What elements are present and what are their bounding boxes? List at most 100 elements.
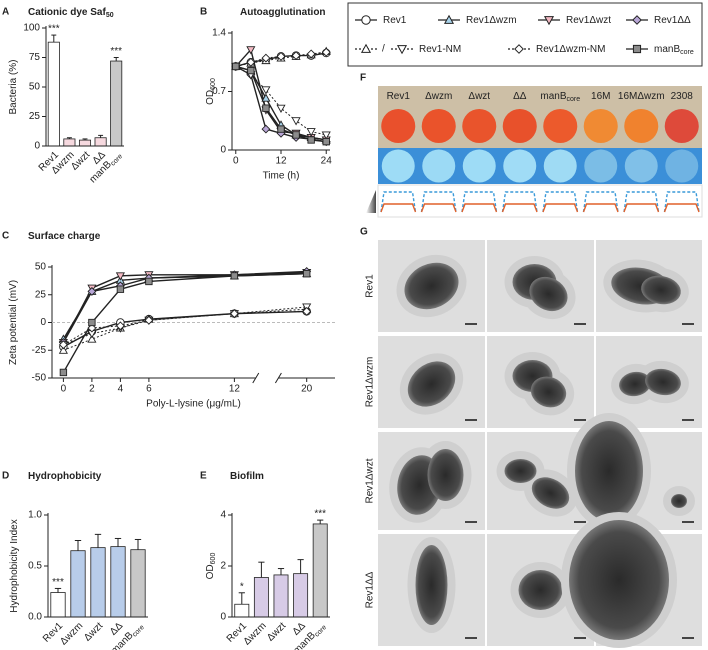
series-line bbox=[63, 310, 307, 348]
x-tick-label: 12 bbox=[229, 384, 241, 395]
legend-marker bbox=[514, 44, 524, 54]
significance: *** bbox=[52, 577, 64, 588]
significance: *** bbox=[314, 509, 326, 520]
legend-marker bbox=[360, 43, 372, 53]
chart-title-main: Biofilm bbox=[230, 471, 264, 482]
y-axis-label-main: Bacteria (%) bbox=[8, 59, 19, 114]
legend-separator: / bbox=[382, 44, 385, 55]
x-tick-label: 4 bbox=[118, 384, 124, 395]
column-label-sub: core bbox=[567, 96, 581, 103]
panel-label: B bbox=[200, 7, 207, 18]
data-point bbox=[232, 62, 240, 71]
column-label-main: 16MΔwzm bbox=[618, 91, 665, 102]
x-axis-label: Poly-L-lysine (μg/mL) bbox=[146, 399, 241, 410]
data-point bbox=[59, 368, 68, 377]
y-tick-label: 0 bbox=[40, 317, 46, 328]
data-point bbox=[306, 128, 316, 137]
cell bbox=[407, 361, 456, 407]
cell bbox=[531, 477, 570, 509]
y-axis-label: OD600 bbox=[205, 553, 217, 580]
data-point bbox=[246, 57, 256, 67]
bar bbox=[312, 523, 328, 618]
column-label: 16MΔwzm bbox=[618, 91, 665, 102]
colony-blue bbox=[584, 149, 618, 183]
legend-marker bbox=[443, 14, 455, 24]
data-point bbox=[88, 318, 96, 327]
colony-red bbox=[543, 109, 578, 143]
chart-title-main: Cationic dye Saf bbox=[28, 7, 106, 18]
y-tick-label: 0.5 bbox=[28, 561, 42, 572]
data-point bbox=[321, 131, 331, 140]
y-tick-label: 4 bbox=[220, 510, 226, 521]
axis-break bbox=[252, 372, 260, 384]
legend-label: Rev1 bbox=[383, 15, 407, 26]
colony-red bbox=[502, 109, 537, 143]
cell bbox=[671, 494, 687, 508]
y-axis-label: OD600 bbox=[205, 78, 217, 105]
bar bbox=[273, 574, 289, 618]
y-tick-label: 50 bbox=[35, 262, 47, 273]
data-point bbox=[115, 272, 125, 281]
column-label-main: 16M bbox=[591, 91, 610, 102]
axis-break bbox=[274, 372, 282, 384]
column-label: ΔΔ bbox=[513, 91, 527, 102]
x-axis-label: Time (h) bbox=[263, 171, 300, 182]
series-line bbox=[63, 308, 307, 351]
cell bbox=[415, 545, 448, 625]
x-tick-label-main: Δwzm bbox=[241, 620, 268, 647]
colony-blue bbox=[665, 149, 699, 183]
colony-red bbox=[421, 109, 456, 143]
profile-orange bbox=[501, 203, 538, 213]
bar bbox=[110, 546, 126, 618]
data-point bbox=[145, 277, 153, 286]
profile-orange bbox=[582, 203, 619, 213]
column-label-main: Rev1 bbox=[387, 91, 411, 102]
cell bbox=[645, 368, 681, 396]
bar bbox=[78, 139, 92, 147]
data-point bbox=[262, 104, 270, 112]
colony-blue bbox=[543, 149, 577, 183]
series-line bbox=[63, 306, 307, 346]
y-axis-label-main: Hydrophobicity Index bbox=[9, 519, 20, 612]
profile-blue bbox=[461, 191, 498, 213]
legend-label: Rev1-NM bbox=[419, 44, 461, 55]
profile-blue bbox=[542, 191, 579, 213]
column-label: 2308 bbox=[671, 91, 694, 102]
panel-label: C bbox=[2, 231, 9, 242]
x-tick-label: Δwzm bbox=[241, 620, 268, 647]
chart-title-main: Autoagglutination bbox=[240, 7, 326, 18]
x-tick-label: Δwzt bbox=[265, 620, 288, 643]
data-point bbox=[291, 51, 301, 61]
y-tick-label: 25 bbox=[35, 289, 47, 300]
cell bbox=[619, 371, 651, 397]
profile-orange bbox=[623, 203, 660, 213]
bar bbox=[63, 138, 76, 147]
x-tick-label: 2 bbox=[89, 384, 95, 395]
column-label-main: Δwzm bbox=[425, 91, 452, 102]
legend-label-main: manB bbox=[654, 44, 680, 55]
legend-marker bbox=[632, 44, 642, 54]
data-point bbox=[247, 66, 255, 75]
profile-blue bbox=[663, 191, 700, 213]
row-label: Rev1 bbox=[365, 274, 376, 298]
cell bbox=[404, 262, 459, 310]
chart-title-main: Surface charge bbox=[28, 231, 101, 242]
profile-orange bbox=[380, 203, 417, 213]
legend-label-main: Rev1Δwzm-NM bbox=[536, 44, 605, 55]
series-line bbox=[62, 271, 307, 343]
data-point bbox=[306, 49, 316, 59]
y-tick-label: 0 bbox=[220, 612, 226, 623]
profile-orange bbox=[461, 203, 498, 213]
row-label: Rev1Δwzm bbox=[365, 357, 376, 408]
bar bbox=[94, 137, 107, 147]
bar bbox=[70, 550, 86, 618]
column-label: 16M bbox=[591, 91, 610, 102]
legend-label: Rev1Δwzm-NM bbox=[536, 44, 605, 55]
data-point bbox=[115, 321, 125, 331]
data-point bbox=[276, 104, 286, 113]
data-point bbox=[246, 46, 256, 55]
cell bbox=[529, 276, 568, 312]
y-tick-label: 2 bbox=[220, 561, 226, 572]
cell bbox=[569, 520, 669, 640]
chart-title: Surface charge bbox=[28, 231, 101, 242]
